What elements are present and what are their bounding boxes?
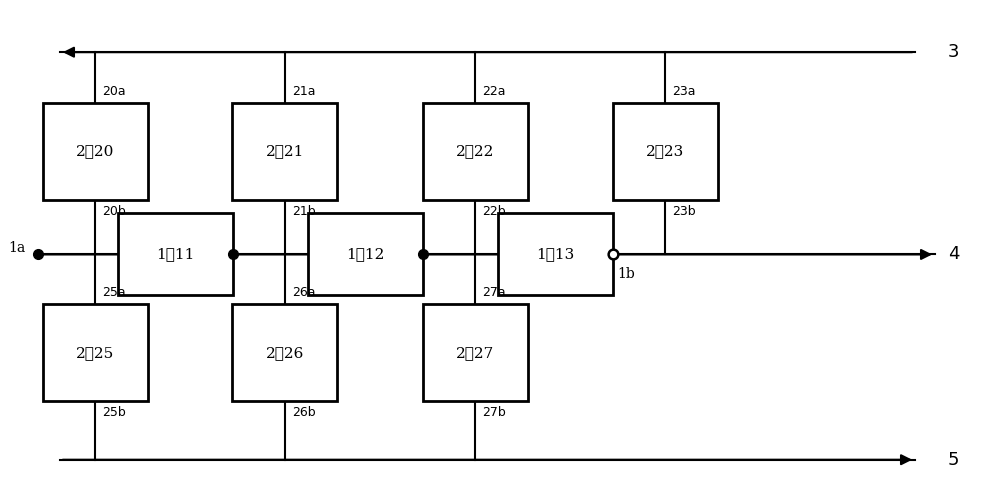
Bar xyxy=(232,103,337,200)
Text: 21a: 21a xyxy=(292,85,316,98)
Bar xyxy=(232,304,337,402)
Text: 22b: 22b xyxy=(482,205,506,218)
Text: 2、22: 2、22 xyxy=(456,145,494,159)
Text: 1b: 1b xyxy=(617,267,635,281)
Bar xyxy=(612,103,718,200)
Text: 25a: 25a xyxy=(102,286,126,299)
Text: 3: 3 xyxy=(948,43,960,61)
Bar xyxy=(308,214,422,295)
Text: 20a: 20a xyxy=(102,85,126,98)
Text: 4: 4 xyxy=(948,246,960,263)
Text: 2、23: 2、23 xyxy=(646,145,684,159)
Text: 5: 5 xyxy=(948,451,960,469)
Text: 2、27: 2、27 xyxy=(456,346,494,360)
Text: 25b: 25b xyxy=(102,407,126,419)
Text: 23a: 23a xyxy=(672,85,696,98)
Text: 2、21: 2、21 xyxy=(266,145,304,159)
Bar xyxy=(422,103,528,200)
Text: 21b: 21b xyxy=(292,205,316,218)
Text: 1、12: 1、12 xyxy=(346,248,384,261)
Text: 2、20: 2、20 xyxy=(76,145,114,159)
Text: 27b: 27b xyxy=(482,407,506,419)
Text: 20b: 20b xyxy=(102,205,126,218)
Text: 22a: 22a xyxy=(482,85,506,98)
Text: 26b: 26b xyxy=(292,407,316,419)
Text: 2、26: 2、26 xyxy=(266,346,304,360)
Text: 2、25: 2、25 xyxy=(76,346,114,360)
Bar xyxy=(498,214,612,295)
Bar xyxy=(422,304,528,402)
Text: 1a: 1a xyxy=(8,241,25,254)
Text: 23b: 23b xyxy=(672,205,696,218)
Text: 1、13: 1、13 xyxy=(536,248,574,261)
Text: 27a: 27a xyxy=(482,286,506,299)
Text: 26a: 26a xyxy=(292,286,316,299)
Bar xyxy=(42,103,148,200)
Text: 1、11: 1、11 xyxy=(156,248,194,261)
Bar xyxy=(118,214,232,295)
Bar xyxy=(42,304,148,402)
